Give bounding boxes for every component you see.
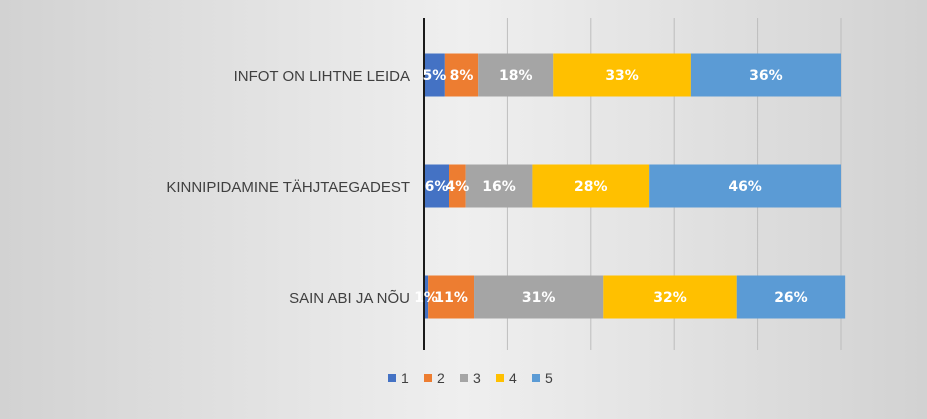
bar-1-series-2 <box>444 53 479 97</box>
bar-2-series-2 <box>449 164 466 208</box>
legend-swatch-3 <box>460 374 468 382</box>
data-label-1-series-1: 5% <box>423 68 447 84</box>
bar-3-series-2 <box>428 275 475 319</box>
data-label-2-series-4: 28% <box>574 179 608 195</box>
category-label-1: INFOT ON LIHTNE LEIDA <box>234 68 410 85</box>
bar-2-series-3 <box>465 164 533 208</box>
bar-1-series-4 <box>553 53 691 97</box>
legend-label-2: 2 <box>437 370 445 386</box>
data-label-2-series-3: 16% <box>482 179 516 195</box>
legend-swatch-1 <box>388 374 396 382</box>
category-labels: INFOT ON LIHTNE LEIDA KINNIPIDAMINE TÄHJT… <box>166 68 410 307</box>
data-label-3-series-4: 32% <box>653 290 687 306</box>
data-labels: 5% 8% 18% 33% 36% 6%4% 16% 28% 46% 1%11% 31% 32% 26% <box>414 68 808 306</box>
data-label-1-series-5: 36% <box>749 68 783 84</box>
bar-1-series-3 <box>478 53 554 97</box>
data-label-1-series-3: 18% <box>499 68 533 84</box>
bar-2-series-1 <box>424 164 450 208</box>
data-label-3-series-3: 31% <box>522 290 556 306</box>
category-label-2: KINNIPIDAMINE TÄHJTAEGADEST <box>166 179 410 196</box>
category-label-3: SAIN ABI JA NÕU <box>289 290 410 307</box>
legend-label-5: 5 <box>545 370 553 386</box>
bar-2-series-5 <box>649 164 841 208</box>
legend-label-4: 4 <box>509 370 517 386</box>
bar-3-series-1 <box>424 275 429 319</box>
bar-3-series-5 <box>736 275 846 319</box>
bar-1-series-1 <box>424 53 445 97</box>
data-label-1-series-2: 8% <box>450 68 474 84</box>
legend-swatch-4 <box>496 374 504 382</box>
legend-swatch-2 <box>424 374 432 382</box>
data-label-3-series-5: 26% <box>774 290 808 306</box>
legend-label-1: 1 <box>401 370 409 386</box>
data-label-2-series-2: 4% <box>445 179 469 195</box>
data-label-2-series-1: 6% <box>425 179 449 195</box>
legend-label-3: 3 <box>473 370 481 386</box>
bars <box>424 53 846 319</box>
bar-2-series-4 <box>532 164 650 208</box>
legend-swatch-5 <box>532 374 540 382</box>
data-label-1-series-4: 33% <box>605 68 639 84</box>
data-label-3-series-1: 1% <box>414 290 438 306</box>
data-label-3-series-2: 11% <box>434 290 468 306</box>
bar-3-series-3 <box>474 275 604 319</box>
data-label-2-series-5: 46% <box>728 179 762 195</box>
bar-1-series-5 <box>690 53 841 97</box>
bar-3-series-4 <box>603 275 737 319</box>
legend: 1 2 3 4 5 <box>388 370 553 386</box>
